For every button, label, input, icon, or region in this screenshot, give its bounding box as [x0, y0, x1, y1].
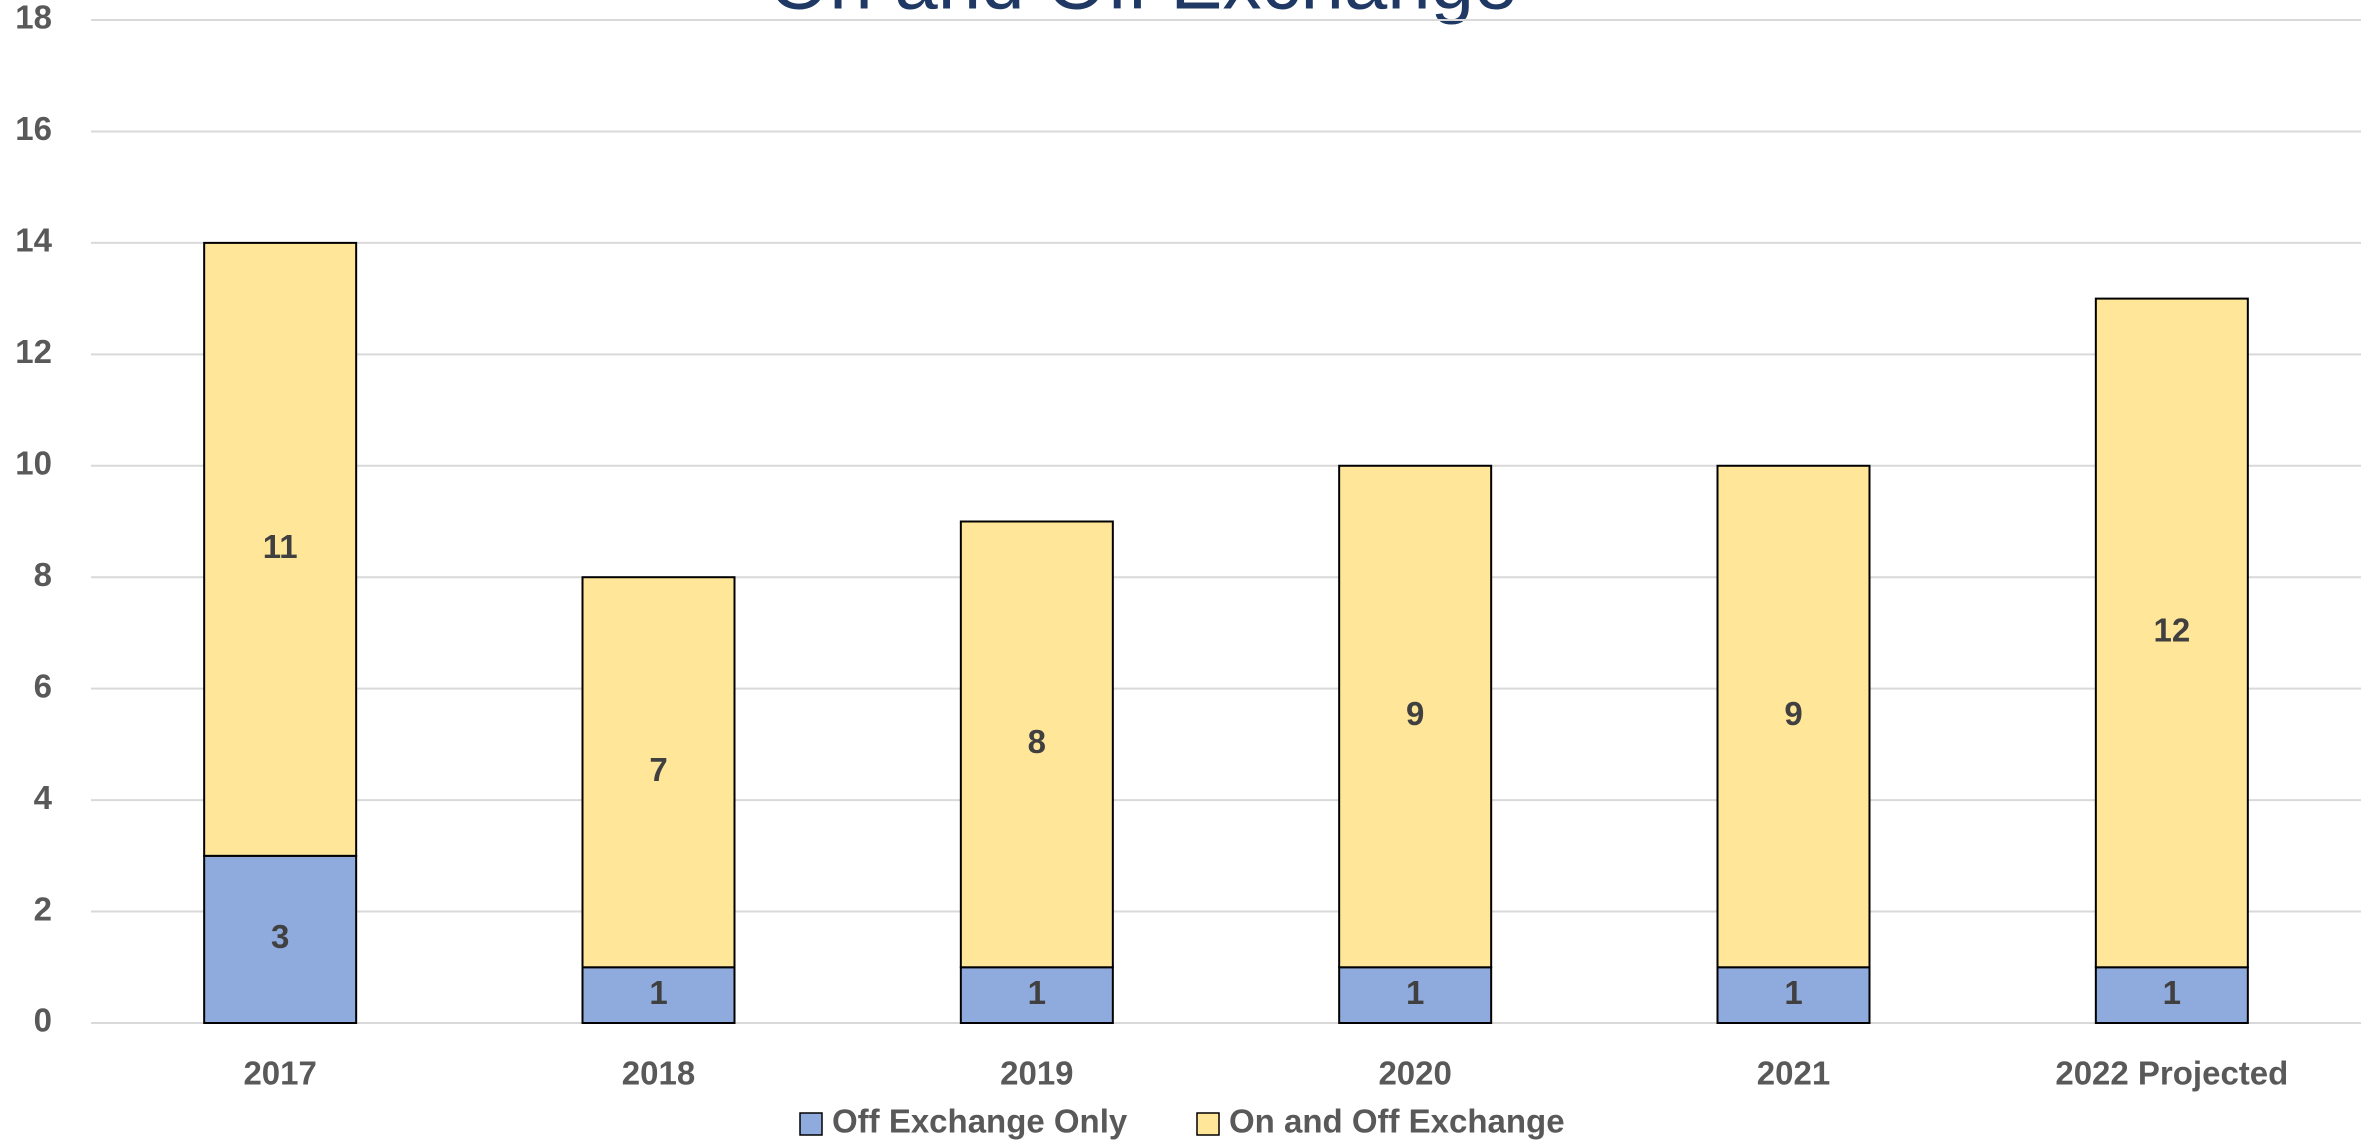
- data-label: 1: [1406, 974, 1424, 1011]
- y-tick-label: 8: [34, 556, 52, 593]
- x-tick-label: 2017: [243, 1055, 316, 1092]
- bar-segment: [581, 576, 736, 969]
- data-label: 9: [1784, 695, 1802, 732]
- data-label: 8: [1028, 723, 1046, 760]
- bar-segment: [1716, 966, 1871, 1024]
- bar-segment: [959, 520, 1114, 969]
- x-tick-label: 2018: [622, 1055, 695, 1092]
- data-label: 1: [649, 974, 667, 1011]
- y-tick-label: 10: [15, 444, 52, 481]
- data-label: 12: [2153, 612, 2190, 649]
- chart-title: On and Off Exchange: [769, 0, 1518, 26]
- x-tick-label: 2022 Projected: [2055, 1055, 2288, 1092]
- y-tick-label: 0: [34, 1002, 52, 1039]
- bar-segment: [1716, 464, 1871, 969]
- data-label: 9: [1406, 695, 1424, 732]
- data-label: 3: [271, 918, 289, 955]
- bar-segment: [959, 966, 1114, 1024]
- data-label: 1: [1784, 974, 1802, 1011]
- y-tick-label: 18: [15, 0, 52, 36]
- y-tick-label: 2: [34, 890, 52, 927]
- legend-swatch: [1196, 1112, 1220, 1136]
- bar-segment: [2094, 297, 2249, 969]
- x-tick-label: 2019: [1000, 1055, 1073, 1092]
- data-label: 11: [263, 528, 298, 565]
- y-tick-label: 6: [34, 667, 52, 704]
- y-tick-label: 16: [15, 110, 52, 147]
- bar-segment: [1338, 966, 1493, 1024]
- y-tick-label: 4: [34, 779, 53, 816]
- data-label: 7: [649, 751, 667, 788]
- bar-segment: [2094, 966, 2249, 1024]
- y-tick-label: 14: [15, 222, 52, 259]
- bar-segment: [1338, 464, 1493, 969]
- legend-label: On and Off Exchange: [1229, 1103, 1565, 1140]
- legend-swatch: [799, 1112, 823, 1136]
- bar-segment: [581, 966, 736, 1024]
- x-tick-label: 2020: [1378, 1055, 1451, 1092]
- y-tick-label: 12: [15, 333, 52, 370]
- x-tick-label: 2021: [1757, 1055, 1830, 1092]
- bar-segment: [203, 241, 358, 857]
- legend-label: Off Exchange Only: [832, 1103, 1128, 1140]
- data-label: 1: [1028, 974, 1046, 1011]
- data-label: 1: [2163, 974, 2181, 1011]
